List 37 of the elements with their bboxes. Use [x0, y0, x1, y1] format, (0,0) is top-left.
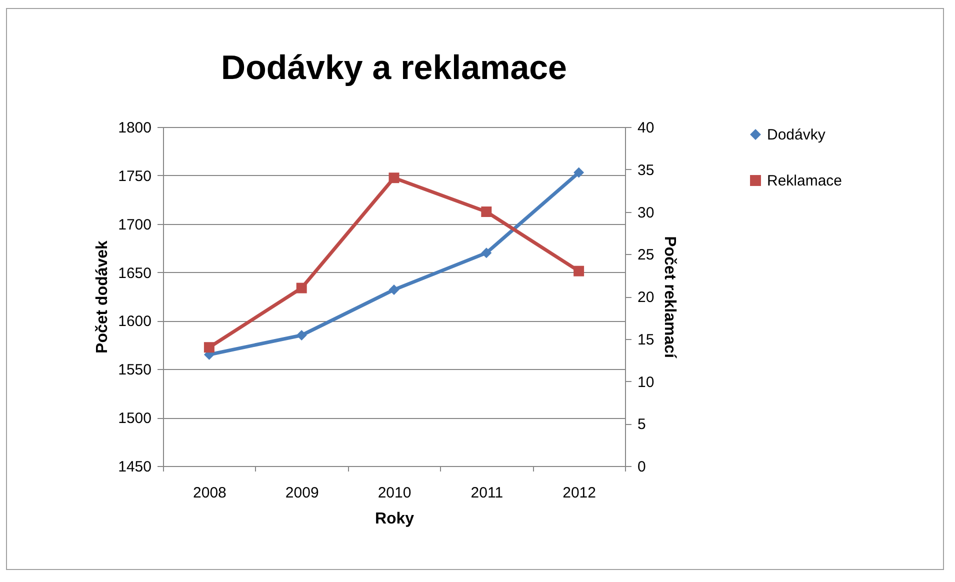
y-tick-label: 1450: [118, 458, 152, 476]
legend-label: Reklamace: [767, 172, 842, 190]
point: [296, 282, 307, 294]
x-tick-label: 2010: [378, 484, 412, 502]
x-axis-title: Roky: [374, 510, 414, 528]
y-tick-label: 1750: [118, 168, 152, 185]
y2-tick-label: 5: [638, 416, 646, 434]
x-tick-label: 2011: [470, 484, 504, 502]
y-tick-label: 1650: [118, 264, 152, 282]
y2-tick-label: 25: [638, 246, 654, 264]
y2-tick-label: 35: [638, 162, 654, 179]
y2-tick-label: 40: [638, 120, 654, 136]
y2-tick-label: 30: [638, 204, 654, 222]
point: [481, 248, 492, 258]
y2-axis-title: Počet reklamací: [661, 236, 678, 358]
y2-tick-label: 15: [638, 331, 654, 348]
y2-tick-label: 0: [638, 458, 646, 476]
y2-tick-label: 10: [638, 374, 654, 391]
legend-label: Dodávky: [767, 126, 826, 144]
point: [574, 266, 584, 276]
y-tick-label: 1550: [118, 362, 152, 379]
x-tick-label: 2009: [285, 484, 319, 502]
point: [574, 167, 584, 178]
point: [296, 330, 307, 340]
chart-title: Dodávky a reklamace: [221, 49, 567, 87]
y-tick-label: 1600: [118, 313, 152, 330]
point: [388, 172, 400, 184]
point: [388, 284, 400, 295]
x-tick-label: 2012: [562, 484, 596, 502]
y-tick-label: 1800: [118, 120, 152, 136]
y2-tick-label: 20: [638, 289, 654, 306]
point: [481, 206, 492, 217]
point: [204, 342, 214, 353]
y-tick-label: 1500: [118, 410, 152, 428]
x-tick-label: 2008: [193, 484, 226, 502]
y-tick-label: 1700: [118, 216, 152, 234]
y-axis-title: Počet dodávek: [94, 240, 112, 354]
